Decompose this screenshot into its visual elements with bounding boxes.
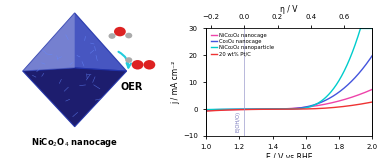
20 wt% Pt/C — [294, 108, 298, 110]
NiCo₂O₄ nanocage — [303, 106, 307, 108]
NiCo₂O₄ nanoparticle — [204, 109, 208, 110]
Polygon shape — [23, 68, 127, 127]
NiCo₂O₄ nanoparticle — [366, 27, 371, 29]
NiCo₂O₄ nanoparticle — [370, 27, 375, 29]
Line: NiCo₂O₄ nanoparticle: NiCo₂O₄ nanoparticle — [206, 28, 372, 109]
Line: 20 wt% Pt/C: 20 wt% Pt/C — [206, 102, 372, 111]
Co₃O₄ nanocage — [283, 108, 287, 110]
20 wt% Pt/C — [204, 110, 208, 112]
Circle shape — [108, 33, 116, 39]
Circle shape — [125, 57, 132, 63]
Line: Co₃O₄ nanocage: Co₃O₄ nanocage — [206, 55, 372, 110]
NiCo₂O₄ nanocage — [340, 99, 345, 101]
FancyArrowPatch shape — [118, 52, 131, 68]
20 wt% Pt/C — [283, 108, 287, 110]
NiCo₂O₄ nanoparticle — [340, 74, 345, 76]
NiCo₂O₄ nanoparticle — [358, 27, 363, 29]
NiCo₂O₄ nanocage — [284, 108, 288, 110]
NiCo₂O₄ nanoparticle — [294, 108, 298, 110]
NiCo₂O₄ nanoparticle — [284, 108, 288, 110]
Text: E(OH/O): E(OH/O) — [236, 111, 241, 132]
20 wt% Pt/C — [366, 102, 370, 104]
Co₃O₄ nanocage — [370, 55, 375, 56]
NiCo₂O₄ nanocage — [294, 107, 298, 109]
Polygon shape — [23, 13, 75, 71]
X-axis label: E / V vs.RHE: E / V vs.RHE — [266, 152, 313, 158]
NiCo₂O₄ nanocage — [283, 108, 287, 110]
Text: NiCo$_2$O$_4$ nanocage: NiCo$_2$O$_4$ nanocage — [31, 136, 118, 149]
NiCo₂O₄ nanoparticle — [303, 107, 307, 109]
NiCo₂O₄ nanocage — [366, 90, 370, 92]
Y-axis label: j / mA cm⁻²: j / mA cm⁻² — [171, 61, 180, 104]
Circle shape — [132, 60, 144, 70]
Co₃O₄ nanocage — [284, 108, 288, 110]
Circle shape — [144, 60, 155, 70]
Co₃O₄ nanocage — [294, 107, 298, 109]
X-axis label: η / V: η / V — [280, 5, 298, 14]
Line: NiCo₂O₄ nanocage: NiCo₂O₄ nanocage — [206, 89, 372, 110]
Co₃O₄ nanocage — [366, 60, 370, 62]
Co₃O₄ nanocage — [340, 89, 345, 91]
NiCo₂O₄ nanocage — [204, 109, 208, 111]
Co₃O₄ nanocage — [204, 109, 208, 111]
Text: OER: OER — [121, 82, 143, 92]
NiCo₂O₄ nanoparticle — [283, 108, 287, 110]
20 wt% Pt/C — [370, 101, 375, 103]
Legend: NiCo₂O₄ nanocage, Co₃O₄ nanocage, NiCo₂O₄ nanoparticle, 20 wt% Pt/C: NiCo₂O₄ nanocage, Co₃O₄ nanocage, NiCo₂O… — [210, 32, 274, 57]
NiCo₂O₄ nanocage — [370, 88, 375, 90]
Polygon shape — [23, 13, 127, 71]
Circle shape — [114, 27, 126, 36]
20 wt% Pt/C — [303, 108, 307, 110]
20 wt% Pt/C — [340, 106, 345, 108]
Circle shape — [125, 33, 132, 38]
Co₃O₄ nanocage — [303, 106, 307, 108]
20 wt% Pt/C — [284, 108, 288, 110]
